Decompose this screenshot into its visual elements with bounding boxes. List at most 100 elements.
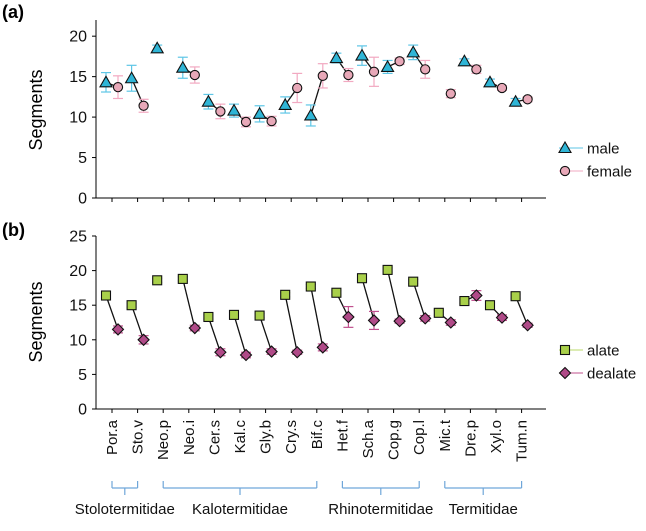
category-label: Sch.a [360,419,377,458]
point-female [394,56,405,67]
y-tick-label: 15 [69,69,87,86]
point-dealate [495,311,509,324]
legend-marker-dealate [558,366,572,380]
point-male [355,48,369,61]
point-female [138,100,149,111]
point-alate [382,264,393,275]
pair-connector [258,315,273,352]
legend-label-dealate: dealate [587,366,636,383]
y-tick-label: 20 [69,29,87,46]
point-male [508,94,523,107]
point-dealate [239,348,253,362]
point-male [278,97,293,111]
category-label: Dre.p [462,420,479,457]
panel-b: (b) Segments 0 5 10 15 20 25 alate dealate Por.a… [2,220,636,462]
point-alate [152,275,163,286]
category-label: Cry.s [283,420,300,454]
category-label: Sto.v [130,420,147,455]
point-dealate [444,316,458,329]
pair-connector [412,281,426,319]
category-label: Cop.g [386,420,403,460]
y-tick-label: 15 [69,298,87,315]
point-female [266,115,277,127]
pair-connector [130,304,145,341]
point-dealate [214,345,227,359]
point-dealate [470,289,483,302]
point-male [483,75,497,88]
family-label: Rhinotermitidae [328,501,433,518]
point-female [240,116,252,128]
pair-connector [233,314,247,356]
point-female [292,82,303,94]
point-dealate [137,333,150,347]
y-tick-label: 5 [78,367,87,384]
point-dealate [367,314,381,327]
point-female [189,69,200,81]
point-alate [254,310,265,321]
legend-marker-female [559,165,571,177]
point-female [420,64,431,75]
point-alate [459,295,470,307]
point-dealate [393,314,406,328]
category-label: Bif.c [309,420,326,450]
y-tick-label: 5 [78,150,87,167]
category-label: Cop.l [411,420,428,455]
category-label: Tum.n [514,420,531,462]
point-male [175,60,190,73]
point-female [215,106,226,117]
y-tick-label: 20 [69,263,87,280]
category-label: Mic.t [437,419,454,451]
point-dealate [316,341,330,354]
point-male [252,106,267,119]
legend-label-female: female [587,164,632,181]
point-alate [408,276,419,287]
point-alate [280,289,291,300]
point-male [303,108,318,121]
y-tick-label: 0 [78,402,87,419]
point-alate [510,291,521,302]
category-label: Neo.i [181,420,198,455]
point-dealate [290,345,304,359]
legend-label-male: male [587,141,620,158]
category-label: Kal.c [232,420,249,454]
point-alate [484,300,496,311]
pair-connector [310,75,324,116]
pair-connector [207,316,222,353]
category-label: Gly.b [258,420,275,454]
point-male [227,103,241,116]
category-label: Neo.p [155,420,172,460]
point-alate [331,287,342,298]
category-label: Por.a [104,419,121,455]
family-brackets: Stolotermitidae Kalotermitidae Rhinotermit… [75,481,523,518]
point-male [380,59,395,72]
point-male [406,45,421,58]
panel-a-label: (a) [2,2,24,22]
y-tick-label: 0 [78,191,87,208]
family-label: Stolotermitidae [75,501,175,518]
point-dealate [342,310,355,324]
category-label: Xyl.o [488,420,505,453]
point-male [99,75,113,88]
point-dealate [188,321,202,335]
point-alate [228,309,240,320]
point-male [201,94,216,107]
point-female [445,88,456,99]
panel-a: (a) Segments 0 5 10 15 20 male female [2,2,632,208]
point-alate [433,307,444,318]
family-label: Kalotermitidae [192,501,288,518]
point-female [368,66,380,77]
family-label: Termitidae [449,501,518,518]
pair-connector [284,294,298,353]
point-male [457,54,472,67]
point-female [496,82,508,94]
point-female [343,69,354,81]
point-dealate [418,312,432,325]
pair-connector [386,269,401,322]
point-alate [100,290,112,301]
pair-connector [310,286,324,348]
legend-marker-male [558,140,572,154]
point-female [522,94,533,105]
point-alate [177,273,188,284]
point-female [471,64,482,75]
